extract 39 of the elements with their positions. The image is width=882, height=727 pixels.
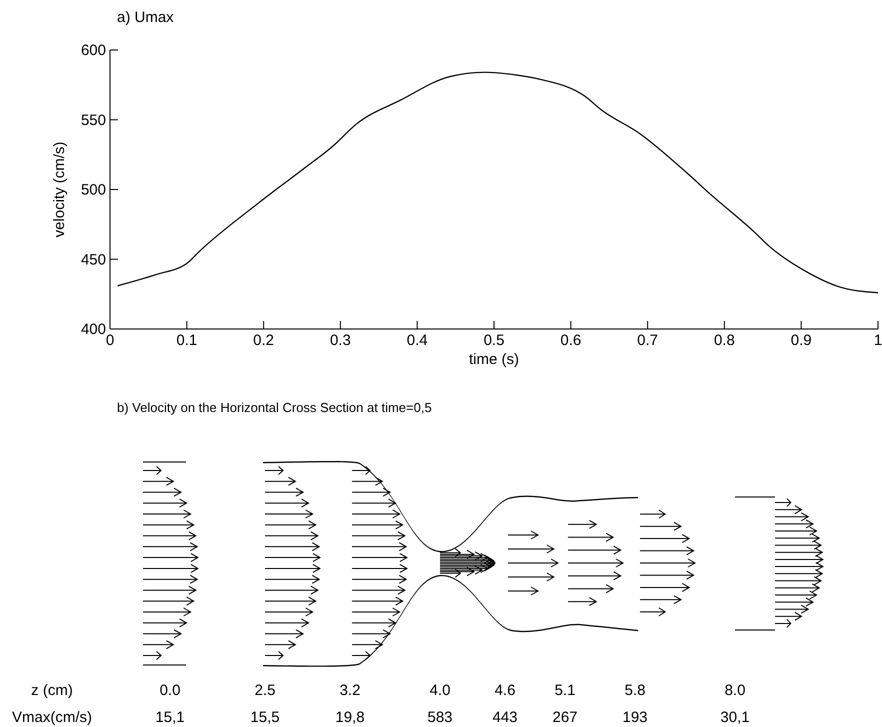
category-label: 8.0 — [724, 682, 746, 699]
data-label: 267 — [552, 709, 578, 726]
y-tick-label: 600 — [80, 42, 106, 59]
data-label: 15,5 — [250, 709, 280, 726]
x-tick-label: 0.7 — [637, 332, 658, 349]
x-axis-title: time (s) — [469, 351, 519, 368]
category-label: 0.0 — [160, 682, 180, 699]
category-label: 4.6 — [494, 682, 516, 699]
category-label: 5.8 — [624, 682, 646, 699]
category-label: 4.0 — [430, 682, 450, 699]
line-series — [117, 72, 879, 294]
data-label: 30,1 — [720, 709, 750, 726]
x-tick-label: 1 — [874, 332, 882, 349]
chart-title: a) Umax — [117, 9, 174, 26]
text: z (cm) — [31, 682, 73, 699]
y-axis-title: velocity (cm/s) — [51, 142, 68, 238]
category-label: 2.5 — [254, 682, 276, 699]
data-label: 193 — [622, 709, 648, 726]
x-tick-label: 0.1 — [176, 332, 198, 349]
text: Vmax(cm/s) — [12, 709, 92, 726]
y-tick-label: 400 — [80, 321, 106, 338]
text: b) Velocity on the Horizontal Cross Section at time=0,5 — [117, 400, 432, 415]
y-tick-label: 450 — [80, 251, 106, 268]
data-label: 443 — [492, 709, 518, 726]
x-tick-label: 0.9 — [790, 332, 812, 349]
x-tick-label: 0 — [106, 332, 114, 349]
y-tick-label: 500 — [80, 182, 106, 198]
x-tick-label: 0.3 — [330, 332, 351, 349]
x-tick-label: 0.4 — [406, 332, 428, 349]
data-label: 583 — [427, 709, 453, 726]
category-label: 5.1 — [554, 682, 576, 699]
x-tick-label: 0.5 — [484, 332, 504, 349]
data-label: 19,8 — [335, 709, 365, 726]
x-tick-label: 0.6 — [560, 332, 582, 349]
category-label: 3.2 — [340, 682, 360, 699]
y-tick-label: 550 — [80, 112, 106, 129]
x-tick-label: 0.8 — [714, 332, 735, 349]
data-label: 15,1 — [155, 709, 185, 726]
x-tick-label: 0.2 — [253, 332, 274, 349]
